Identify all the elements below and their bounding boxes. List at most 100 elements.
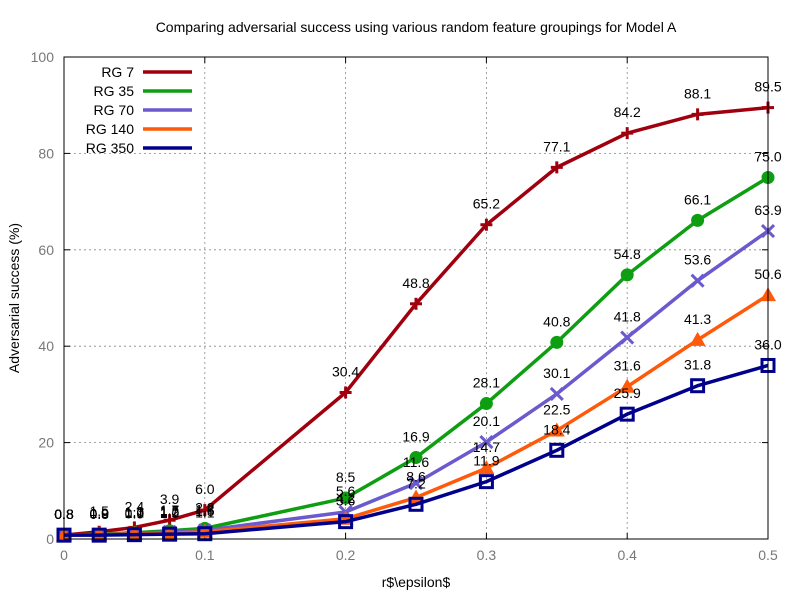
data-point-rg-140 [689, 331, 706, 346]
plot-frame [63, 56, 769, 540]
chart-title: Comparing adversarial success using vari… [156, 19, 677, 35]
data-point-rg-140 [478, 460, 495, 475]
data-label-rg-35: 40.8 [543, 313, 570, 329]
data-label-rg-7: 6.0 [195, 481, 215, 497]
data-label-rg-140: 1.0 [125, 505, 145, 521]
data-label-rg-140: 4.2 [336, 490, 356, 506]
x-tick-label: 0 [60, 547, 68, 563]
legend-label-rg-140: RG 140 [86, 121, 134, 137]
data-point-rg-35 [479, 397, 493, 411]
legend-label-rg-70: RG 70 [94, 102, 135, 118]
data-label-rg-70: 11.6 [403, 454, 429, 470]
data-point-rg-70 [620, 330, 635, 345]
data-label-rg-70: 5.6 [336, 483, 356, 499]
data-point-rg-140 [619, 378, 636, 393]
data-label-rg-350: 7.2 [406, 475, 426, 491]
data-label-rg-350: 0.9 [125, 506, 145, 522]
data-point-rg-7 [691, 108, 704, 121]
data-label-rg-140: 14.7 [473, 439, 500, 455]
data-label-rg-350: 1.0 [160, 505, 180, 521]
data-label-rg-70: 41.8 [614, 309, 641, 325]
data-point-rg-350 [197, 526, 213, 542]
data-point-rg-35 [620, 268, 634, 282]
data-point-rg-7 [550, 161, 563, 174]
data-label-rg-350: 31.8 [684, 357, 711, 373]
data-point-rg-350 [338, 514, 354, 530]
x-tick-label: 0.2 [336, 547, 356, 563]
data-label-rg-35: 66.1 [684, 191, 711, 207]
y-tick-label: 60 [38, 242, 54, 258]
data-point-rg-35 [409, 451, 423, 465]
data-label-rg-35: 16.9 [402, 429, 429, 445]
data-label-rg-7: 3.9 [160, 491, 180, 507]
data-label-rg-350: 18.4 [543, 421, 570, 437]
data-label-rg-70: 1.8 [195, 501, 215, 517]
data-point-rg-70 [408, 476, 424, 491]
data-label-rg-350: 3.6 [336, 493, 356, 509]
data-label-rg-7: 84.2 [614, 104, 641, 120]
data-label-rg-7: 77.1 [543, 138, 570, 154]
data-point-rg-350 [408, 496, 424, 512]
data-label-rg-140: 22.5 [543, 402, 570, 418]
data-label-rg-70: 30.1 [543, 365, 570, 381]
y-tick-label: 80 [38, 145, 54, 161]
data-point-rg-70 [690, 273, 705, 288]
data-label-rg-7: 88.1 [684, 85, 711, 101]
y-axis-label: Adversarial success (%) [6, 223, 22, 373]
data-label-rg-350: 1.1 [195, 505, 215, 521]
data-label-rg-350: 25.9 [614, 385, 641, 401]
data-label-rg-70: 1.5 [160, 503, 180, 519]
data-label-rg-140: 1.5 [195, 503, 215, 519]
data-point-rg-350 [478, 474, 494, 490]
data-label-rg-7: 2.4 [125, 498, 145, 514]
data-label-rg-140: 41.3 [684, 311, 711, 327]
data-point-rg-70-b [690, 273, 705, 288]
data-point-rg-70 [479, 435, 494, 450]
data-label-rg-7: 1.5 [89, 503, 109, 519]
data-label-rg-35: 2.2 [195, 499, 215, 515]
data-point-rg-70-b [408, 476, 424, 491]
x-tick-label: 0.4 [617, 547, 637, 563]
x-tick-label: 0.1 [195, 547, 215, 563]
data-label-rg-35: 1.7 [160, 502, 180, 518]
data-label-rg-7: 65.2 [473, 196, 500, 212]
legend-label-rg-35: RG 35 [94, 83, 135, 99]
data-point-rg-7 [339, 386, 352, 399]
x-axis-label: r$\epsilon$ [382, 574, 451, 590]
data-label-rg-350: 11.9 [473, 453, 499, 469]
data-point-rg-35 [691, 213, 705, 227]
x-tick-label: 0.3 [477, 547, 497, 563]
data-point-rg-350 [162, 526, 178, 542]
data-point-rg-7 [621, 127, 634, 140]
legend-label-rg-7: RG 7 [101, 64, 134, 80]
data-label-rg-140: 31.6 [614, 358, 641, 374]
data-label-rg-140: 8.6 [406, 469, 426, 485]
data-point-rg-70-b [479, 435, 494, 450]
data-label-rg-35: 54.8 [614, 246, 641, 262]
data-point-rg-35 [339, 491, 353, 505]
data-point-rg-350 [91, 527, 107, 543]
data-point-rg-70-b [620, 330, 635, 345]
data-point-rg-70-b [549, 386, 564, 401]
data-label-rg-35: 1.3 [125, 504, 145, 520]
data-label-rg-140: 0.9 [89, 506, 109, 522]
data-label-rg-70: 0.9 [89, 506, 109, 522]
y-tick-label: 100 [31, 49, 55, 65]
data-point-rg-350 [549, 442, 565, 458]
data-label-rg-7: 48.8 [402, 275, 429, 291]
data-label-rg-35: 28.1 [473, 375, 500, 391]
y-tick-label: 0 [46, 531, 54, 547]
data-label-rg-35: 8.5 [336, 469, 356, 485]
data-point-rg-70 [549, 386, 564, 401]
data-point-rg-7 [198, 504, 211, 517]
axis-ticks: 0 0.1 0.2 0.3 0.4 0.5 0 20 40 60 80 100 [31, 49, 778, 563]
legend-label-rg-350: RG 350 [86, 140, 134, 156]
y-tick-label: 20 [38, 435, 54, 451]
x-tick-label: 0.5 [758, 547, 778, 563]
legend: RG 7 RG 35 RG 70 RG 140 RG 350 [86, 64, 192, 156]
data-label-rg-7: 30.4 [332, 363, 359, 379]
data-label-rg-350: 0.8 [89, 506, 109, 522]
data-point-rg-350 [690, 378, 706, 394]
